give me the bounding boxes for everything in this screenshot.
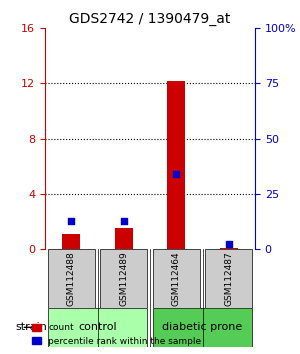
Legend: count, percentile rank within the sample: count, percentile rank within the sample	[28, 320, 205, 349]
Bar	[220, 248, 238, 249]
Point	[174, 171, 179, 177]
Point	[226, 242, 231, 247]
Point	[121, 218, 126, 224]
Text: strain: strain	[16, 322, 48, 332]
Bar	[62, 234, 80, 249]
FancyBboxPatch shape	[153, 308, 252, 347]
Text: control: control	[78, 322, 117, 332]
FancyBboxPatch shape	[48, 249, 95, 308]
FancyBboxPatch shape	[48, 308, 147, 347]
FancyBboxPatch shape	[100, 249, 147, 308]
Text: GSM112464: GSM112464	[172, 251, 181, 306]
Text: diabetic prone: diabetic prone	[162, 322, 243, 332]
Title: GDS2742 / 1390479_at: GDS2742 / 1390479_at	[69, 12, 231, 26]
Bar	[115, 228, 133, 249]
Text: GSM112488: GSM112488	[67, 251, 76, 306]
Bar	[167, 81, 185, 249]
Point	[69, 218, 74, 224]
Text: GSM112489: GSM112489	[119, 251, 128, 306]
Text: GSM112487: GSM112487	[224, 251, 233, 306]
FancyBboxPatch shape	[153, 249, 200, 308]
FancyBboxPatch shape	[205, 249, 252, 308]
